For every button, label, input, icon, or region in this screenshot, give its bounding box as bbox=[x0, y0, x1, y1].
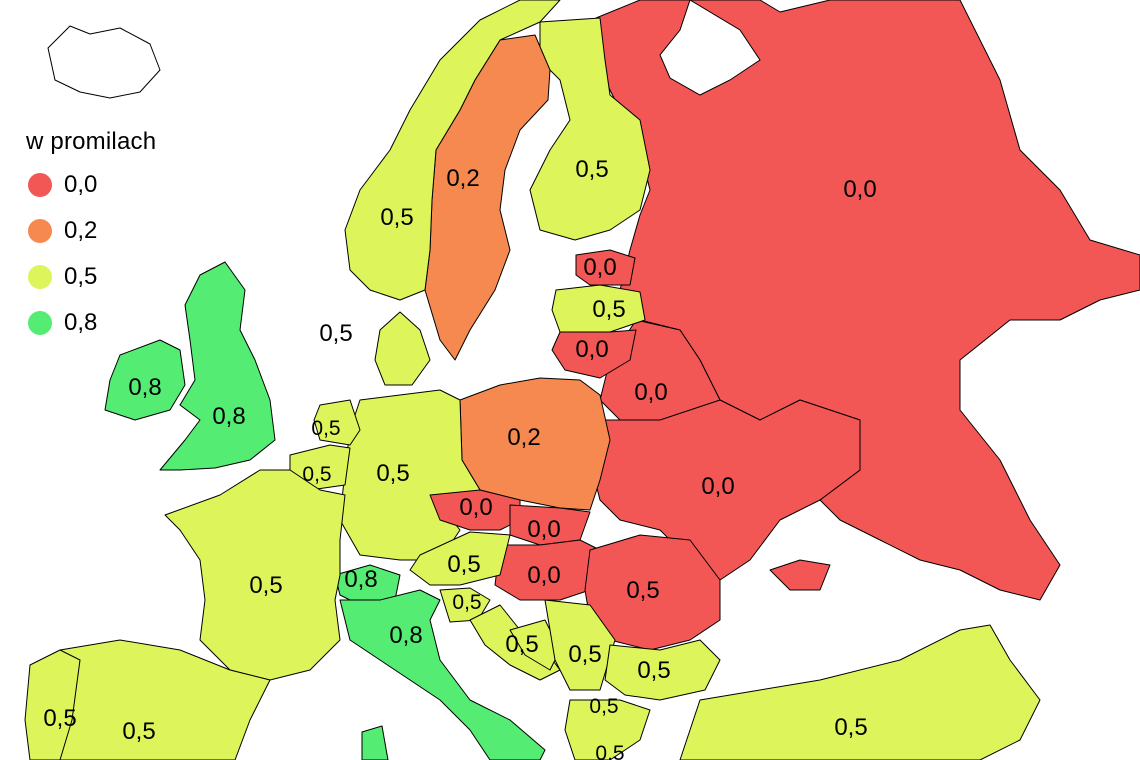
label-sea: 0,5 bbox=[319, 320, 352, 347]
label-estonia: 0,0 bbox=[583, 254, 616, 281]
country-netherlands bbox=[313, 399, 361, 446]
label-croatia: 0,5 bbox=[505, 631, 538, 658]
legend-swatch bbox=[28, 219, 52, 243]
label-uk: 0,8 bbox=[212, 403, 245, 430]
country-france bbox=[164, 469, 346, 681]
label-macedonia: 0,5 bbox=[589, 695, 618, 718]
label-serbia: 0,5 bbox=[568, 641, 601, 668]
country-bulgaria bbox=[604, 639, 721, 701]
country-crimea bbox=[769, 559, 831, 591]
country-portugal bbox=[24, 649, 81, 760]
label-italy: 0,8 bbox=[389, 622, 422, 649]
label-portugal: 0,5 bbox=[43, 705, 76, 732]
country-lithuania bbox=[551, 329, 637, 379]
russia-white-sea bbox=[659, 0, 761, 96]
legend-swatch bbox=[28, 173, 52, 197]
label-france: 0,5 bbox=[249, 572, 282, 599]
country-italy bbox=[339, 589, 546, 760]
label-netherlands: 0,5 bbox=[311, 417, 340, 440]
legend-title: w promilach bbox=[26, 128, 157, 155]
label-slovenia: 0,5 bbox=[452, 591, 481, 614]
country-austria bbox=[409, 531, 511, 586]
label-belgium: 0,5 bbox=[302, 463, 331, 486]
island-sardinia bbox=[361, 725, 389, 760]
country-denmark bbox=[374, 311, 431, 386]
legend-item-label: 0,0 bbox=[64, 171, 98, 198]
label-hungary: 0,0 bbox=[527, 562, 560, 589]
country-germany bbox=[339, 389, 481, 561]
label-ukraine: 0,0 bbox=[701, 473, 734, 500]
label-belarus: 0,0 bbox=[634, 379, 667, 406]
label-russia: 0,0 bbox=[843, 176, 876, 203]
label-finland: 0,5 bbox=[575, 156, 608, 183]
country-uk bbox=[159, 261, 276, 471]
legend-rows: 0,0 0,2 0,5 0,8 bbox=[26, 162, 196, 346]
label-germany: 0,5 bbox=[376, 460, 409, 487]
legend-item-label: 0,5 bbox=[64, 263, 98, 290]
label-poland: 0,2 bbox=[507, 424, 540, 451]
label-greece: 0,5 bbox=[595, 742, 624, 760]
legend-item: 0,0 bbox=[26, 162, 196, 208]
country-finland bbox=[529, 17, 651, 241]
label-czechia: 0,0 bbox=[459, 494, 492, 521]
label-austria: 0,5 bbox=[447, 551, 480, 578]
label-latvia: 0,5 bbox=[592, 296, 625, 323]
country-estonia bbox=[575, 249, 636, 286]
legend: w promilach 0,0 0,2 0,5 0,8 bbox=[26, 128, 196, 346]
legend-item: 0,5 bbox=[26, 254, 196, 300]
legend-item: 0,8 bbox=[26, 300, 196, 346]
country-norway bbox=[344, 0, 561, 301]
legend-item: 0,2 bbox=[26, 208, 196, 254]
label-switzerland: 0,8 bbox=[344, 566, 377, 593]
country-serbia bbox=[544, 599, 616, 691]
legend-item-label: 0,8 bbox=[64, 309, 98, 336]
country-latvia bbox=[551, 284, 646, 333]
country-iceland bbox=[47, 25, 161, 99]
label-sweden: 0,2 bbox=[446, 165, 479, 192]
country-greece bbox=[564, 699, 651, 760]
label-ireland: 0,8 bbox=[128, 374, 161, 401]
label-romania: 0,5 bbox=[626, 577, 659, 604]
legend-swatch bbox=[28, 311, 52, 335]
country-turkey bbox=[679, 624, 1041, 760]
label-turkey: 0,5 bbox=[834, 714, 867, 741]
legend-swatch bbox=[28, 265, 52, 289]
label-norway: 0,5 bbox=[380, 204, 413, 231]
label-lithuania: 0,0 bbox=[575, 336, 608, 363]
country-ukraine bbox=[589, 399, 861, 581]
country-ireland bbox=[104, 339, 186, 421]
label-bulgaria: 0,5 bbox=[637, 657, 670, 684]
label-slovakia: 0,0 bbox=[527, 516, 560, 543]
legend-item-label: 0,2 bbox=[64, 217, 98, 244]
label-spain: 0,5 bbox=[122, 718, 155, 745]
country-slovenia bbox=[439, 587, 491, 623]
